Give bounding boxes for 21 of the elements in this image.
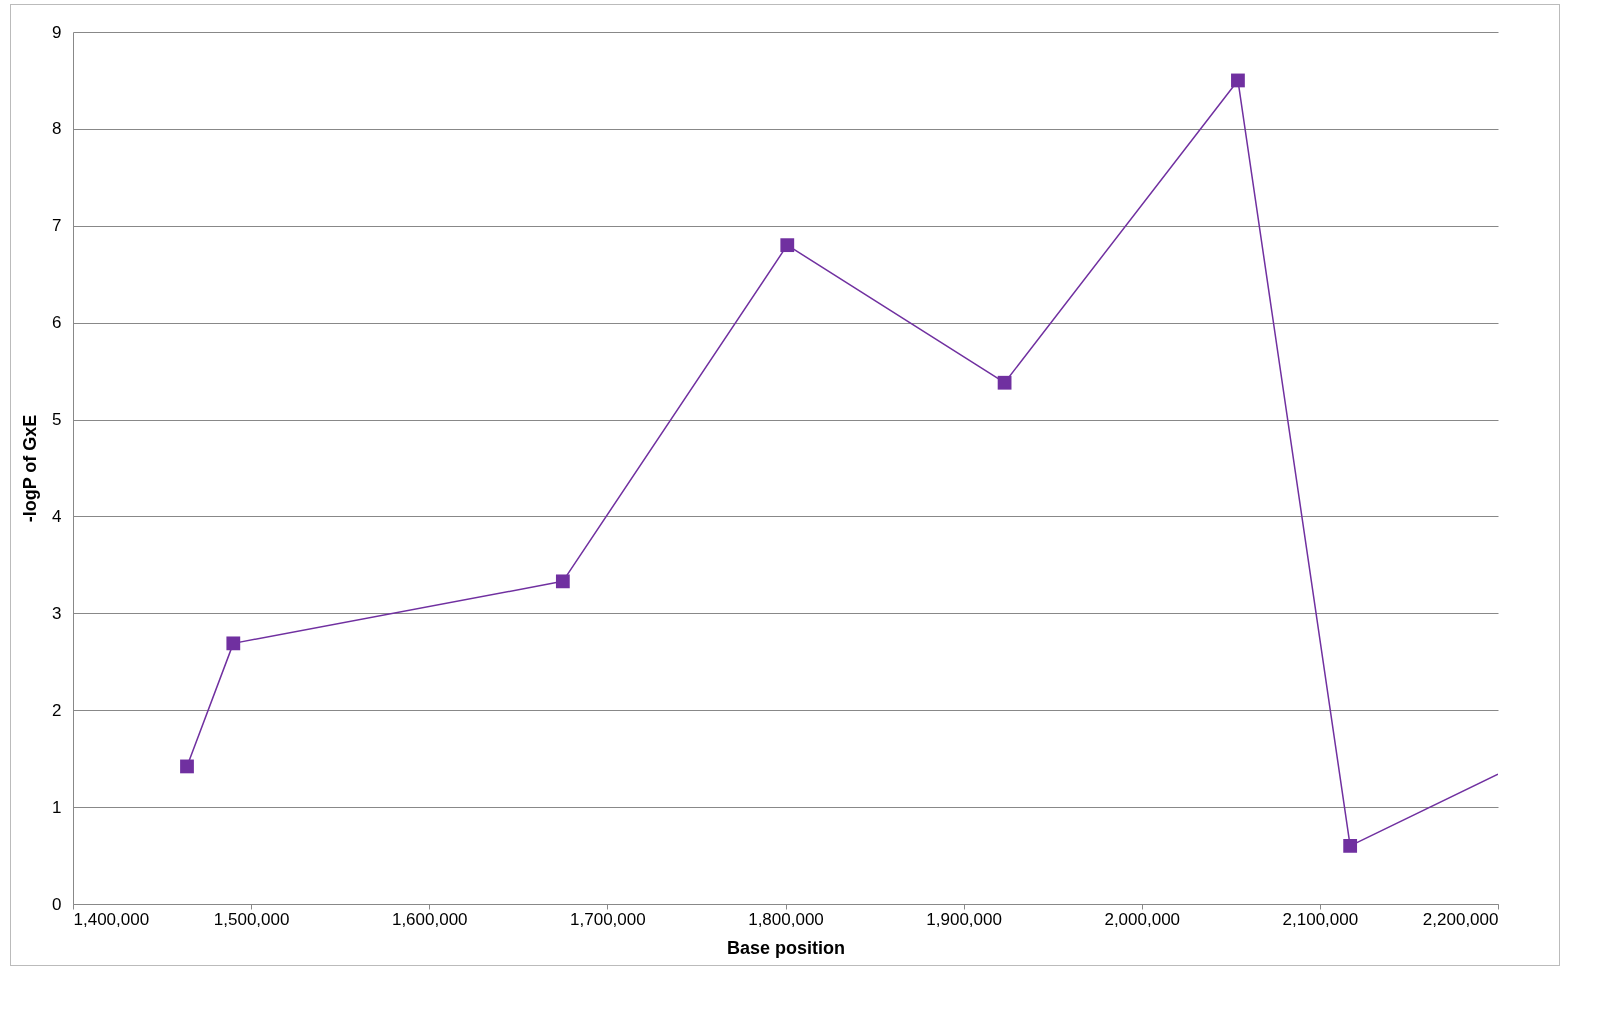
y-tick-label: 3 [52, 603, 62, 623]
x-tick-label: 1,900,000 [926, 909, 1002, 929]
y-tick-label: 4 [52, 506, 62, 526]
y-tick-label: 0 [52, 894, 62, 914]
x-tick-label: 2,000,000 [1104, 909, 1181, 929]
y-tick-label: 9 [52, 22, 62, 42]
x-tick-label: 1,400,000 [73, 909, 150, 929]
x-tick-label: 1,800,000 [748, 909, 824, 929]
x-tick-label: 1,500,000 [213, 909, 290, 929]
x-tick-label: 2,200,000 [1422, 909, 1499, 929]
x-axis-title: Base position [726, 937, 846, 958]
x-tick-label: 1,600,000 [391, 909, 468, 929]
x-tick-label: 1,700,000 [570, 909, 646, 929]
y-axis-title: -logP of GxE [20, 414, 41, 523]
y-tick-label: 8 [52, 119, 62, 139]
x-tick-label: 2,100,000 [1282, 909, 1359, 929]
y-tick-label: 6 [52, 313, 62, 333]
y-tick-label: 7 [52, 216, 62, 236]
y-tick-label: 1 [52, 797, 62, 817]
y-tick-label: 5 [52, 410, 62, 430]
y-tick-label: 2 [52, 700, 62, 720]
